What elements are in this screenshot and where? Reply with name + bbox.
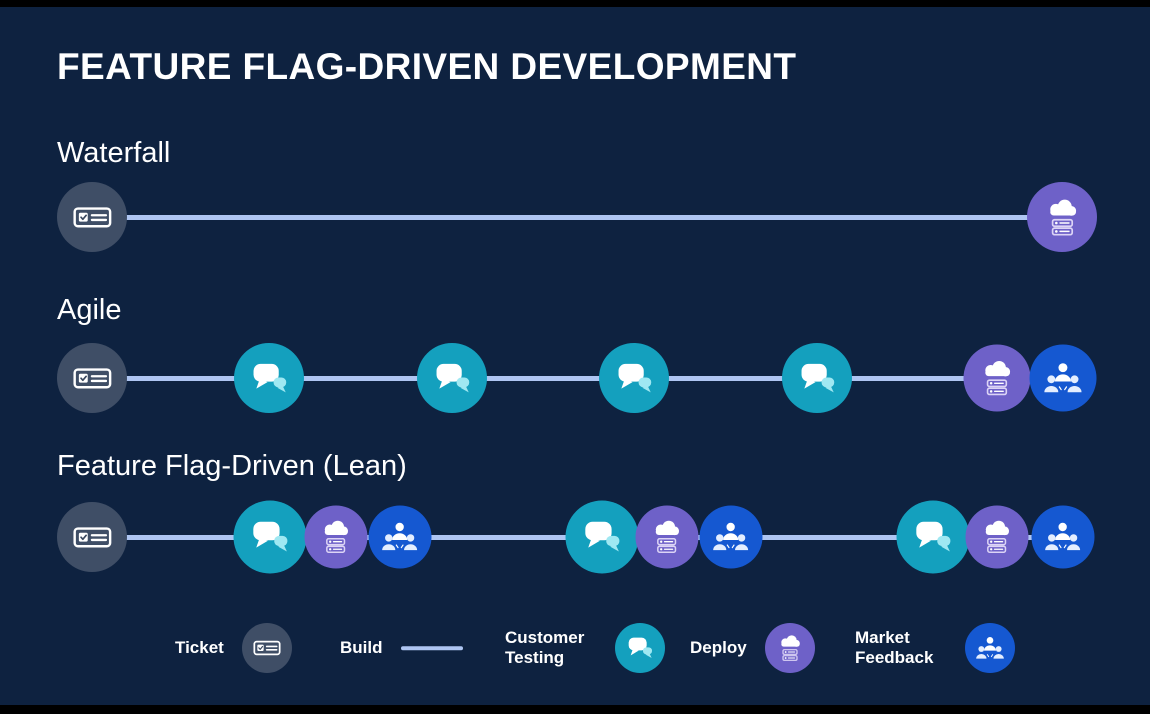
legend-item-customer-testing: Customer Testing <box>505 623 665 673</box>
page-title: FEATURE FLAG-DRIVEN DEVELOPMENT <box>57 46 797 87</box>
customer-testing-node <box>896 500 970 574</box>
deploy-icon <box>316 517 356 557</box>
customer-testing-icon <box>612 356 657 401</box>
customer-testing-icon <box>795 356 840 401</box>
market-feedback-node <box>1031 505 1095 569</box>
customer-testing-icon <box>247 514 294 561</box>
market-feedback-icon <box>380 517 420 557</box>
top-black-bar <box>0 0 1150 7</box>
ticket-node <box>57 343 127 413</box>
deploy-icon <box>976 357 1019 400</box>
row-label-lean: Feature Flag-Driven (Lean) <box>57 450 407 482</box>
deploy-node <box>965 505 1029 569</box>
ticket-icon <box>241 623 292 673</box>
legend-label-market-feedback: Market Feedback <box>855 628 934 667</box>
customer-testing-node <box>233 500 307 574</box>
row-label-waterfall: Waterfall <box>57 137 171 169</box>
deploy-node <box>635 505 699 569</box>
deploy-icon <box>977 517 1017 557</box>
legend-label-build: Build <box>340 638 383 658</box>
legend-item-market-feedback: Market Feedback <box>855 623 1015 673</box>
customer-testing-icon <box>615 623 665 673</box>
ticket-node <box>57 502 127 572</box>
deploy-node <box>1027 182 1097 252</box>
market-feedback-icon <box>1042 357 1085 400</box>
market-feedback-icon <box>711 517 751 557</box>
customer-testing-node <box>782 343 852 413</box>
ticket-icon <box>70 195 115 240</box>
customer-testing-icon <box>247 356 292 401</box>
deploy-icon <box>1040 195 1085 240</box>
build-line <box>92 375 1063 381</box>
deploy-node <box>304 505 368 569</box>
ticket-node <box>57 182 127 252</box>
market-feedback-node <box>699 505 763 569</box>
legend-item-ticket: Ticket <box>175 623 292 673</box>
ticket-icon <box>70 515 115 560</box>
customer-testing-icon <box>910 514 957 561</box>
customer-testing-icon <box>579 514 626 561</box>
legend-label-ticket: Ticket <box>175 638 224 658</box>
deploy-node <box>963 344 1031 412</box>
legend-item-build: Build <box>340 638 463 658</box>
build-line <box>92 214 1062 220</box>
market-feedback-node <box>1029 344 1097 412</box>
bottom-black-bar <box>0 705 1150 714</box>
legend-label-customer-testing: Customer Testing <box>505 628 585 667</box>
market-feedback-node <box>368 505 432 569</box>
legend-label-deploy: Deploy <box>690 638 747 658</box>
customer-testing-icon <box>430 356 475 401</box>
ticket-icon <box>70 356 115 401</box>
deploy-icon <box>647 517 687 557</box>
customer-testing-node <box>417 343 487 413</box>
customer-testing-node <box>599 343 669 413</box>
build-line-icon <box>400 645 463 650</box>
market-feedback-icon <box>1043 517 1083 557</box>
customer-testing-node <box>565 500 639 574</box>
deploy-icon <box>764 623 815 673</box>
legend-item-deploy: Deploy <box>690 623 815 673</box>
row-label-agile: Agile <box>57 294 122 326</box>
customer-testing-node <box>234 343 304 413</box>
market-feedback-icon <box>965 623 1015 673</box>
